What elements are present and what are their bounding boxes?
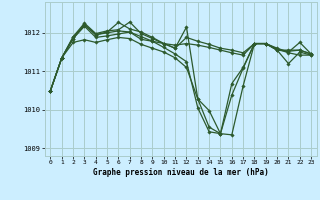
X-axis label: Graphe pression niveau de la mer (hPa): Graphe pression niveau de la mer (hPa) <box>93 168 269 177</box>
